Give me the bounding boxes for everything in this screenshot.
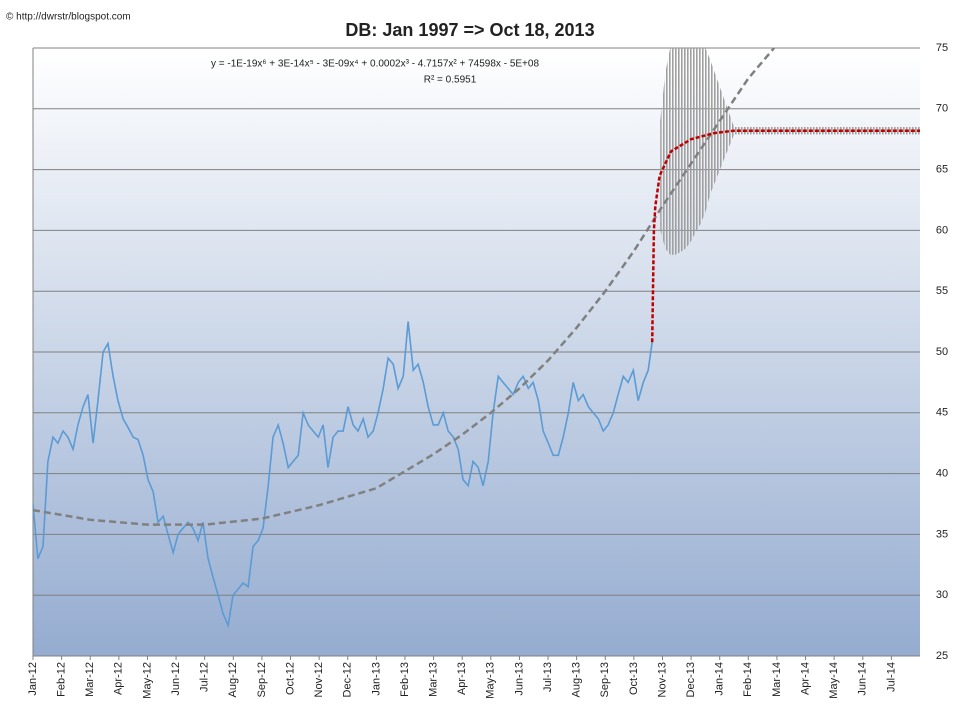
x-tick-label: Jul-12 [199,662,211,692]
x-tick-label: Jul-14 [885,662,897,692]
y-tick-label: 65 [936,164,948,176]
x-tick-label: Feb-12 [56,662,68,697]
x-tick-label: Apr-13 [456,662,468,695]
x-tick-label: Nov-13 [656,662,668,697]
y-tick-label: 70 [936,103,948,115]
x-tick-label: Sep-12 [256,662,268,697]
y-tick-label: 25 [936,650,948,662]
x-tick-label: Mar-14 [771,662,783,697]
y-tick-label: 40 [936,468,948,480]
x-tick-label: Apr-12 [113,662,125,695]
y-tick-label: 35 [936,528,948,540]
x-tick-label: Dec-12 [342,662,354,697]
x-tick-label: Feb-14 [742,662,754,697]
x-tick-label: Jul-13 [542,662,554,692]
x-tick-label: May-13 [485,662,497,699]
chart-title: DB: Jan 1997 => Oct 18, 2013 [345,20,594,40]
r-squared: R² = 0.5951 [424,75,477,86]
x-tick-label: Oct-12 [284,662,296,695]
x-tick-label: Mar-12 [84,662,96,697]
x-tick-label: May-12 [141,662,153,699]
line-series [650,129,920,343]
line-series [33,48,776,526]
watermark: © http://dwrstr/blogspot.com [6,12,131,23]
y-tick-label: 30 [936,589,948,601]
x-tick-label: Jun-14 [857,662,869,696]
x-tick-label: Feb-13 [399,662,411,697]
x-tick-label: Oct-13 [628,662,640,695]
x-tick-label: Dec-13 [685,662,697,697]
x-tick-label: Nov-12 [313,662,325,697]
y-tick-label: 60 [936,224,948,236]
x-tick-label: Aug-13 [571,662,583,697]
x-tick-label: Jan-13 [370,662,382,696]
y-tick-label: 55 [936,285,948,297]
x-tick-label: Apr-14 [799,662,811,695]
y-tick-label: 45 [936,407,948,419]
x-tick-label: Aug-12 [227,662,239,697]
x-tick-label: May-14 [828,662,840,699]
x-tick-label: Jun-12 [170,662,182,696]
x-tick-label: Mar-13 [427,662,439,697]
y-tick-label: 75 [936,42,948,54]
x-tick-label: Sep-13 [599,662,611,697]
y-tick-label: 50 [936,346,948,358]
trend-equation: y = -1E-19x⁶ + 3E-14x⁵ - 3E-09x⁴ + 0.000… [211,59,539,70]
x-tick-label: Jun-13 [513,662,525,696]
x-tick-label: Jan-12 [27,662,39,696]
x-tick-label: Jan-14 [714,662,726,696]
line-series [33,321,653,629]
range-band [660,48,920,255]
